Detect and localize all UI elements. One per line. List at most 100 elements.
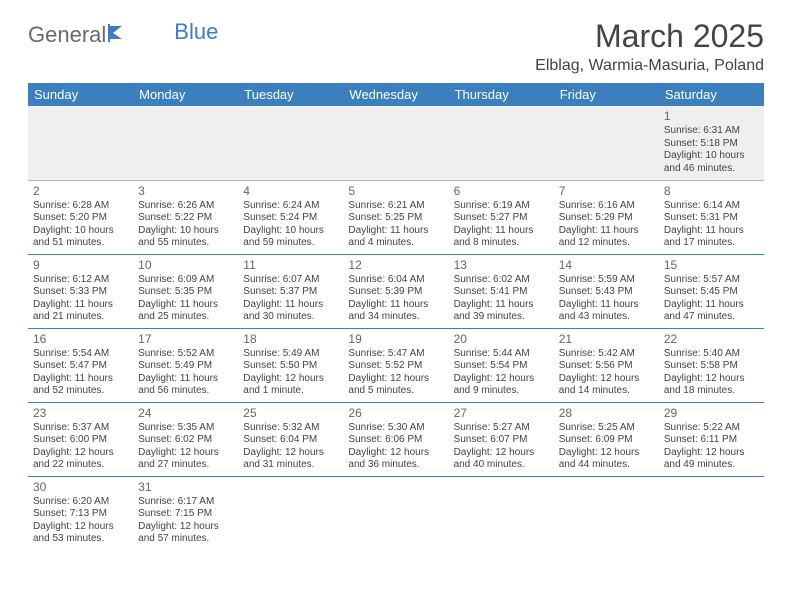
calendar-cell: 7Sunrise: 6:16 AMSunset: 5:29 PMDaylight… <box>554 180 659 254</box>
daylight-text: Daylight: 11 hours and 43 minutes. <box>559 299 654 324</box>
sunrise-text: Sunrise: 6:07 AM <box>243 274 338 287</box>
sunrise-text: Sunrise: 6:02 AM <box>454 274 549 287</box>
daylight-text: Daylight: 11 hours and 12 minutes. <box>559 225 654 250</box>
sunrise-text: Sunrise: 5:40 AM <box>664 348 759 361</box>
sunrise-text: Sunrise: 6:14 AM <box>664 200 759 213</box>
sunrise-text: Sunrise: 5:44 AM <box>454 348 549 361</box>
calendar-cell <box>28 106 133 180</box>
calendar-cell: 24Sunrise: 5:35 AMSunset: 6:02 PMDayligh… <box>133 402 238 476</box>
sunset-text: Sunset: 5:31 PM <box>664 212 759 225</box>
day-number: 24 <box>138 406 233 421</box>
day-number: 10 <box>138 258 233 273</box>
sunset-text: Sunset: 5:49 PM <box>138 360 233 373</box>
day-number: 18 <box>243 332 338 347</box>
sunset-text: Sunset: 5:54 PM <box>454 360 549 373</box>
calendar-cell: 12Sunrise: 6:04 AMSunset: 5:39 PMDayligh… <box>343 254 448 328</box>
day-header: Saturday <box>659 83 764 106</box>
sunset-text: Sunset: 5:43 PM <box>559 286 654 299</box>
calendar-cell <box>238 106 343 180</box>
sunset-text: Sunset: 5:20 PM <box>33 212 128 225</box>
sunset-text: Sunset: 5:50 PM <box>243 360 338 373</box>
daylight-text: Daylight: 12 hours and 9 minutes. <box>454 373 549 398</box>
daylight-text: Daylight: 11 hours and 25 minutes. <box>138 299 233 324</box>
day-number: 14 <box>559 258 654 273</box>
daylight-text: Daylight: 11 hours and 21 minutes. <box>33 299 128 324</box>
sunset-text: Sunset: 6:06 PM <box>348 434 443 447</box>
day-number: 3 <box>138 184 233 199</box>
day-number: 17 <box>138 332 233 347</box>
calendar-cell: 9Sunrise: 6:12 AMSunset: 5:33 PMDaylight… <box>28 254 133 328</box>
calendar-cell: 14Sunrise: 5:59 AMSunset: 5:43 PMDayligh… <box>554 254 659 328</box>
calendar-cell: 27Sunrise: 5:27 AMSunset: 6:07 PMDayligh… <box>449 402 554 476</box>
daylight-text: Daylight: 10 hours and 51 minutes. <box>33 225 128 250</box>
day-number: 20 <box>454 332 549 347</box>
daylight-text: Daylight: 11 hours and 30 minutes. <box>243 299 338 324</box>
day-number: 31 <box>138 480 233 495</box>
logo-text-2: Blue <box>174 19 218 45</box>
calendar-week-row: 1Sunrise: 6:31 AMSunset: 5:18 PMDaylight… <box>28 106 764 180</box>
calendar-cell: 11Sunrise: 6:07 AMSunset: 5:37 PMDayligh… <box>238 254 343 328</box>
sunrise-text: Sunrise: 5:57 AM <box>664 274 759 287</box>
sunrise-text: Sunrise: 6:17 AM <box>138 496 233 509</box>
daylight-text: Daylight: 12 hours and 5 minutes. <box>348 373 443 398</box>
daylight-text: Daylight: 11 hours and 52 minutes. <box>33 373 128 398</box>
day-number: 7 <box>559 184 654 199</box>
calendar-cell: 19Sunrise: 5:47 AMSunset: 5:52 PMDayligh… <box>343 328 448 402</box>
day-header: Monday <box>133 83 238 106</box>
calendar-week-row: 9Sunrise: 6:12 AMSunset: 5:33 PMDaylight… <box>28 254 764 328</box>
page-container: General Blue March 2025 Elblag, Warmia-M… <box>0 0 792 568</box>
calendar-cell: 22Sunrise: 5:40 AMSunset: 5:58 PMDayligh… <box>659 328 764 402</box>
sunset-text: Sunset: 7:13 PM <box>33 508 128 521</box>
page-subtitle: Elblag, Warmia-Masuria, Poland <box>535 57 764 75</box>
sunrise-text: Sunrise: 6:24 AM <box>243 200 338 213</box>
calendar-cell: 2Sunrise: 6:28 AMSunset: 5:20 PMDaylight… <box>28 180 133 254</box>
calendar-cell: 21Sunrise: 5:42 AMSunset: 5:56 PMDayligh… <box>554 328 659 402</box>
calendar-body: 1Sunrise: 6:31 AMSunset: 5:18 PMDaylight… <box>28 106 764 550</box>
calendar-cell: 29Sunrise: 5:22 AMSunset: 6:11 PMDayligh… <box>659 402 764 476</box>
sunset-text: Sunset: 5:39 PM <box>348 286 443 299</box>
sunset-text: Sunset: 6:07 PM <box>454 434 549 447</box>
sunrise-text: Sunrise: 5:35 AM <box>138 422 233 435</box>
daylight-text: Daylight: 11 hours and 39 minutes. <box>454 299 549 324</box>
calendar-table: SundayMondayTuesdayWednesdayThursdayFrid… <box>28 83 764 550</box>
calendar-cell <box>659 476 764 550</box>
calendar-cell <box>449 106 554 180</box>
page-title: March 2025 <box>535 18 764 55</box>
sunrise-text: Sunrise: 5:30 AM <box>348 422 443 435</box>
calendar-cell: 31Sunrise: 6:17 AMSunset: 7:15 PMDayligh… <box>133 476 238 550</box>
day-number: 23 <box>33 406 128 421</box>
calendar-cell: 26Sunrise: 5:30 AMSunset: 6:06 PMDayligh… <box>343 402 448 476</box>
sunset-text: Sunset: 6:11 PM <box>664 434 759 447</box>
sunset-text: Sunset: 5:37 PM <box>243 286 338 299</box>
calendar-cell: 16Sunrise: 5:54 AMSunset: 5:47 PMDayligh… <box>28 328 133 402</box>
day-number: 12 <box>348 258 443 273</box>
day-header: Friday <box>554 83 659 106</box>
day-number: 5 <box>348 184 443 199</box>
calendar-cell <box>238 476 343 550</box>
daylight-text: Daylight: 11 hours and 34 minutes. <box>348 299 443 324</box>
sunset-text: Sunset: 7:15 PM <box>138 508 233 521</box>
day-header: Tuesday <box>238 83 343 106</box>
calendar-cell: 20Sunrise: 5:44 AMSunset: 5:54 PMDayligh… <box>449 328 554 402</box>
day-number: 27 <box>454 406 549 421</box>
daylight-text: Daylight: 12 hours and 44 minutes. <box>559 447 654 472</box>
sunset-text: Sunset: 5:58 PM <box>664 360 759 373</box>
calendar-cell: 23Sunrise: 5:37 AMSunset: 6:00 PMDayligh… <box>28 402 133 476</box>
day-number: 25 <box>243 406 338 421</box>
flag-icon <box>108 22 128 48</box>
calendar-cell <box>133 106 238 180</box>
calendar-cell <box>554 476 659 550</box>
sunrise-text: Sunrise: 6:28 AM <box>33 200 128 213</box>
sunset-text: Sunset: 6:09 PM <box>559 434 654 447</box>
daylight-text: Daylight: 12 hours and 53 minutes. <box>33 521 128 546</box>
header: General Blue March 2025 Elblag, Warmia-M… <box>28 18 764 75</box>
sunset-text: Sunset: 5:22 PM <box>138 212 233 225</box>
sunrise-text: Sunrise: 6:20 AM <box>33 496 128 509</box>
sunrise-text: Sunrise: 5:22 AM <box>664 422 759 435</box>
sunrise-text: Sunrise: 6:21 AM <box>348 200 443 213</box>
daylight-text: Daylight: 12 hours and 27 minutes. <box>138 447 233 472</box>
sunset-text: Sunset: 6:04 PM <box>243 434 338 447</box>
day-number: 9 <box>33 258 128 273</box>
sunrise-text: Sunrise: 6:09 AM <box>138 274 233 287</box>
daylight-text: Daylight: 12 hours and 1 minute. <box>243 373 338 398</box>
